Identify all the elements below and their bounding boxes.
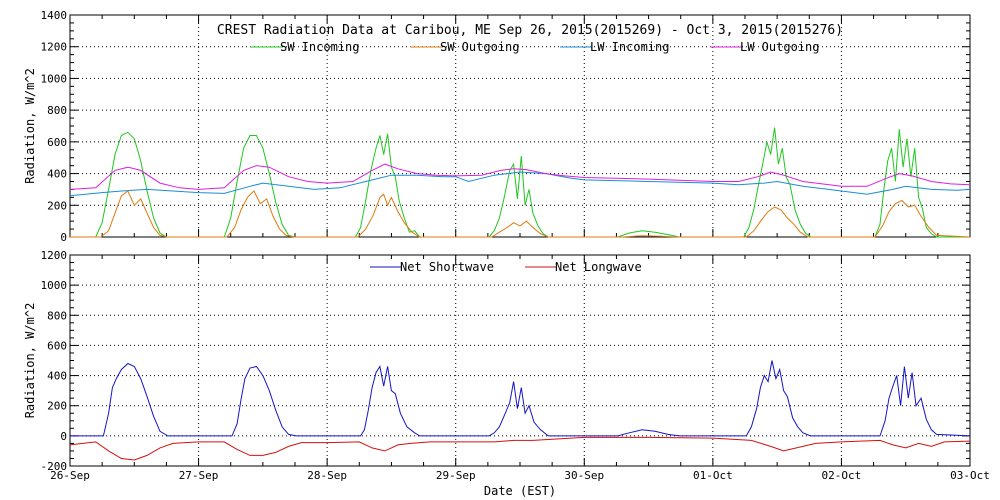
bottom-y-tick-label: 1000 — [41, 279, 68, 292]
legend-label-sw-outgoing: SW Outgoing — [440, 40, 519, 54]
legend-label-lw-outgoing: LW Outgoing — [740, 40, 819, 54]
series-lw-outgoing — [69, 163, 971, 190]
top-y-tick-label: 0 — [60, 231, 67, 244]
x-tick-label: 27-Sep — [179, 469, 219, 482]
top-panel: 0 200 400 600 800 1000 1200 1400 Radiation, W/m^… — [23, 9, 971, 244]
series-net-shortwave — [70, 360, 971, 437]
series-sw-outgoing — [70, 190, 971, 238]
top-y-axis-title: Radiation, W/m^2 — [23, 68, 37, 184]
series-sw-incoming — [70, 127, 970, 238]
legend-label-lw-incoming: LW Incoming — [590, 40, 669, 54]
x-tick-label: 30-Sep — [564, 469, 604, 482]
top-y-tick-label: 1200 — [41, 41, 68, 54]
x-tick-label: 29-Sep — [436, 469, 476, 482]
top-y-tick-label: 600 — [47, 136, 67, 149]
bottom-y-axis-title: Radiation, W/m^2 — [23, 303, 37, 419]
top-y-tick-label: 1000 — [41, 72, 68, 85]
bottom-y-tick-label: 600 — [47, 339, 67, 352]
bottom-y-tick-label: -200 — [41, 460, 68, 473]
bottom-y-tick-label: 1200 — [41, 249, 68, 262]
legend-label-sw-incoming: SW Incoming — [280, 40, 359, 54]
bottom-panel: -200 0 200 400 600 800 1000 1200 Radiation, W/m^… — [23, 249, 990, 482]
bottom-plot-frame — [69, 254, 971, 467]
legend-label-net-longwave: Net Longwave — [555, 260, 642, 274]
top-plot-frame — [69, 14, 971, 238]
bottom-y-tick-label: 200 — [47, 400, 67, 413]
x-tick-label: 28-Sep — [307, 469, 347, 482]
bottom-y-tick-label: 800 — [47, 309, 67, 322]
x-tick-label: 01-Oct — [693, 469, 733, 482]
top-y-tick-label: 400 — [47, 168, 67, 181]
series-net-longwave — [69, 436, 971, 461]
series-lw-incoming — [69, 171, 971, 197]
x-tick-label: 26-Sep — [50, 469, 90, 482]
bottom-y-tick-label: 400 — [47, 370, 67, 383]
bottom-y-tick-label: 0 — [60, 430, 67, 443]
top-y-tick-label: 1400 — [41, 9, 68, 22]
figure-title: CREST Radiation Data at Caribou, ME Sep … — [217, 23, 843, 38]
x-tick-label: 03-Oct — [950, 469, 990, 482]
x-tick-label: 02-Oct — [822, 469, 862, 482]
top-y-tick-label: 200 — [47, 199, 67, 212]
top-y-tick-label: 800 — [47, 104, 67, 117]
x-axis-title: Date (EST) — [484, 484, 556, 498]
legend-label-net-shortwave: Net Shortwave — [400, 260, 494, 274]
